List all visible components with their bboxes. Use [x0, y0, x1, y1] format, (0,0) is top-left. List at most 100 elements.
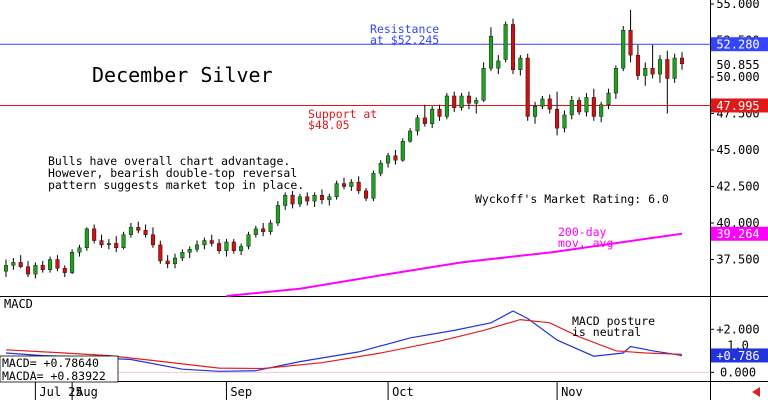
candle — [599, 101, 604, 123]
candle — [158, 240, 163, 264]
candle-body — [158, 244, 163, 262]
candle-body — [408, 130, 413, 142]
candle-body — [643, 68, 648, 76]
macd-series-macd — [5, 310, 683, 372]
candle-body — [180, 251, 185, 259]
macd-readout-box — [0, 355, 119, 383]
candle — [297, 193, 302, 207]
candle-body — [195, 244, 200, 250]
candle — [231, 239, 236, 254]
candle — [290, 190, 295, 209]
candle — [650, 44, 655, 79]
chart-title: December Silver — [92, 63, 273, 87]
candle-body — [511, 24, 516, 70]
candle — [393, 150, 398, 165]
candle — [481, 62, 486, 102]
candle — [386, 152, 391, 168]
candle — [268, 220, 273, 235]
candle — [62, 265, 67, 278]
macd-annotation-line: is neutral — [572, 325, 641, 339]
candle — [77, 244, 82, 257]
candle — [48, 256, 53, 273]
candle-body — [209, 240, 214, 244]
resistance-label-line: Resistance — [370, 22, 439, 36]
candle — [452, 91, 457, 113]
candle-body — [437, 108, 442, 117]
candle — [628, 9, 633, 63]
candle-body — [48, 259, 53, 270]
candle-body — [621, 30, 626, 69]
candle — [657, 55, 662, 83]
candle — [356, 176, 361, 194]
candle — [283, 192, 288, 210]
candle — [540, 95, 545, 110]
candle-body — [525, 57, 530, 117]
candle-body — [342, 183, 347, 187]
candle — [613, 65, 618, 99]
candle — [150, 227, 155, 248]
candle-body — [114, 243, 119, 249]
ma200-tag: 39.264 — [711, 226, 768, 241]
candle — [334, 180, 339, 200]
candle — [606, 88, 611, 110]
candle-body — [99, 240, 104, 246]
ma200-tag-text: 39.264 — [716, 227, 759, 241]
price-tick-label: 50.000 — [716, 70, 759, 84]
ma200-label-line: 200-day — [558, 225, 607, 239]
commentary-text: Bulls have overall chart advantage.Howev… — [48, 154, 304, 192]
candle-body — [599, 104, 604, 117]
price-tick-label: 37.500 — [716, 253, 759, 267]
candle — [84, 227, 89, 251]
candle-body — [305, 196, 310, 202]
support-tag-text: 47.995 — [716, 99, 759, 113]
macd-last-tag: +0.786 — [711, 348, 768, 363]
candle-body — [143, 230, 148, 235]
candle — [621, 25, 626, 72]
candle — [511, 18, 516, 75]
candle-body — [297, 196, 302, 205]
time-tick-label: Aug — [76, 385, 98, 399]
macd-tick-label: +2.000 — [716, 322, 759, 336]
candle-body — [422, 117, 427, 124]
candle-body — [319, 195, 324, 200]
candle — [114, 236, 119, 253]
candle-body — [393, 155, 398, 161]
candle — [172, 253, 177, 269]
candle — [364, 187, 369, 202]
candle — [349, 179, 354, 191]
candle-body — [444, 95, 449, 117]
candle-body — [386, 155, 391, 164]
candle-body — [650, 68, 655, 75]
candle-body — [533, 105, 538, 117]
time-tick-label: Sep — [230, 385, 252, 399]
candle — [496, 55, 501, 75]
candle — [437, 104, 442, 121]
candle — [591, 88, 596, 121]
candle-body — [466, 95, 471, 104]
candle — [342, 177, 347, 190]
candle — [680, 52, 685, 70]
candle — [202, 237, 207, 250]
candle-body — [356, 181, 361, 192]
candle — [555, 91, 560, 136]
candle-body — [106, 243, 111, 246]
candle-body — [452, 95, 457, 108]
candle — [136, 221, 141, 234]
candle — [55, 255, 60, 272]
scroll-left-arrow-icon[interactable] — [752, 387, 760, 397]
resistance-tag-text: 52.280 — [716, 38, 759, 52]
candle-body — [606, 92, 611, 105]
candle-body — [11, 262, 16, 266]
candle-body — [312, 195, 317, 202]
resistance-tag-box — [711, 37, 768, 52]
candle-body — [488, 35, 493, 69]
candle-body — [3, 265, 8, 272]
candle-body — [540, 98, 545, 107]
candle — [474, 97, 479, 114]
candle — [143, 224, 148, 238]
candle-body — [187, 249, 192, 253]
